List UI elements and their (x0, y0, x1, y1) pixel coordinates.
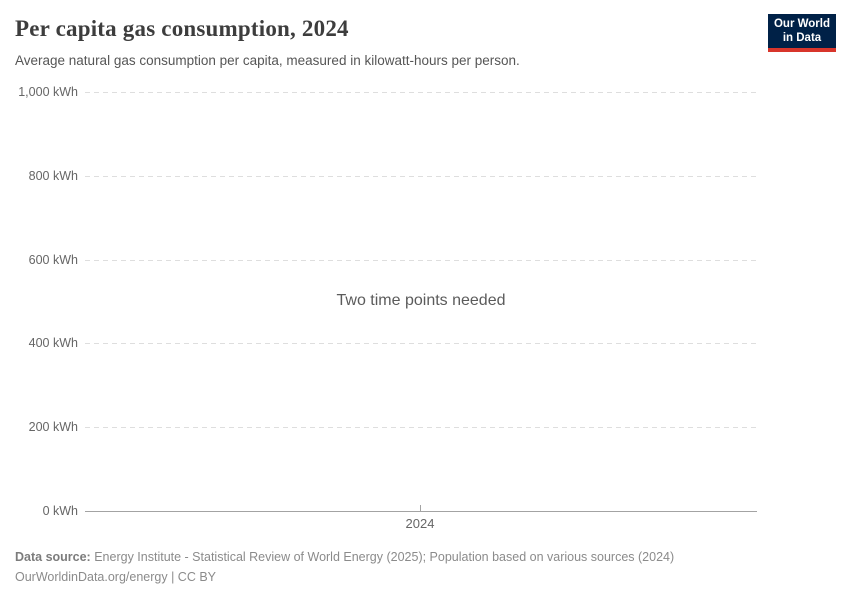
y-axis-tick-label: 0 kWh (42, 504, 78, 518)
data-source-line: Data source: Energy Institute - Statisti… (15, 547, 674, 567)
data-source-text: Energy Institute - Statistical Review of… (94, 550, 675, 564)
y-axis-tick-label: 800 kWh (28, 168, 78, 183)
x-axis-line (85, 511, 757, 512)
data-source-label: Data source: (15, 550, 91, 564)
y-gridline (85, 427, 757, 429)
y-axis-tick-label: 1,000 kWh (18, 85, 78, 99)
owid-logo-line1: Our World (773, 18, 830, 30)
x-axis-tick (420, 505, 421, 511)
y-axis-tick-label: 400 kWh (28, 336, 78, 351)
page-title: Per capita gas consumption, 2024 (15, 16, 349, 41)
chart-footer: Data source: Energy Institute - Statisti… (15, 547, 674, 587)
owid-logo-line2: in Data (782, 32, 822, 44)
y-gridline (85, 343, 757, 345)
y-gridline (85, 92, 757, 93)
chart-subtitle: Average natural gas consumption per capi… (15, 53, 520, 68)
x-axis-tick-label: 2024 (405, 516, 435, 531)
y-gridline (85, 175, 757, 177)
owid-url-link[interactable]: OurWorldinData.org/energy | CC BY (15, 570, 217, 584)
y-axis-tick-label: 200 kWh (28, 420, 78, 435)
owid-logo[interactable]: Our World in Data (768, 14, 836, 52)
footer-links-line: OurWorldinData.org/energy | CC BY (15, 567, 674, 587)
y-gridline (85, 259, 757, 261)
empty-chart-message: Two time points needed (336, 292, 506, 309)
y-axis-tick-label: 600 kWh (28, 252, 78, 267)
